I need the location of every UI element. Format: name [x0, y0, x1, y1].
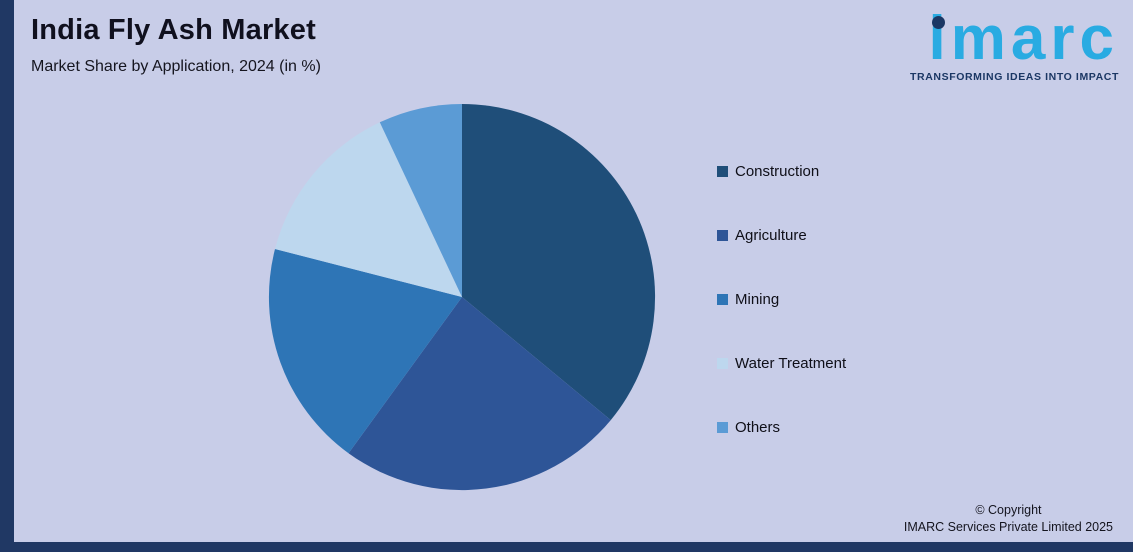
legend-label-agriculture: Agriculture: [735, 226, 807, 244]
logo-text: imarc: [928, 4, 1119, 73]
imarc-logo: imarc TRANSFORMING IDEAS INTO IMPACT: [910, 4, 1119, 84]
legend-marker-water-treatment: [717, 357, 728, 369]
legend-item-mining: Mining: [717, 288, 846, 310]
legend-item-construction: Construction: [717, 160, 846, 182]
left-border-bar: [0, 0, 14, 552]
pie-slice-mining: [268, 248, 462, 454]
copyright-line1: © Copyright: [975, 503, 1042, 518]
pie-slice-water-treatment: [275, 122, 462, 298]
legend-item-water-treatment: Water Treatment: [717, 352, 846, 374]
legend: Construction Agriculture Mining Water Tr…: [717, 160, 846, 438]
pie-slice-others: [379, 103, 462, 297]
bottom-border-bar: [0, 542, 1133, 552]
legend-label-mining: Mining: [735, 290, 780, 308]
copyright-line2: IMARC Services Private Limited 2025: [903, 520, 1113, 535]
legend-label-construction: Construction: [735, 162, 820, 180]
page-subtitle: Market Share by Application, 2024 (in %): [31, 58, 321, 75]
legend-marker-agriculture: [717, 229, 728, 241]
pie-chart: [268, 103, 656, 491]
legend-label-others: Others: [735, 418, 781, 436]
legend-item-others: Others: [717, 416, 846, 438]
page-title: India Fly Ash Market: [31, 14, 316, 46]
pie-slice-construction: [462, 103, 656, 421]
logo-i-dot: [931, 16, 945, 29]
legend-marker-others: [717, 421, 728, 433]
legend-item-agriculture: Agriculture: [717, 224, 846, 246]
logo-tagline: TRANSFORMING IDEAS INTO IMPACT: [910, 71, 1119, 83]
legend-marker-mining: [717, 293, 728, 305]
legend-label-water-treatment: Water Treatment: [735, 354, 847, 372]
legend-marker-construction: [717, 165, 728, 177]
copyright: © Copyright IMARC Services Private Limit…: [904, 502, 1113, 536]
pie-slice-agriculture: [348, 297, 611, 491]
